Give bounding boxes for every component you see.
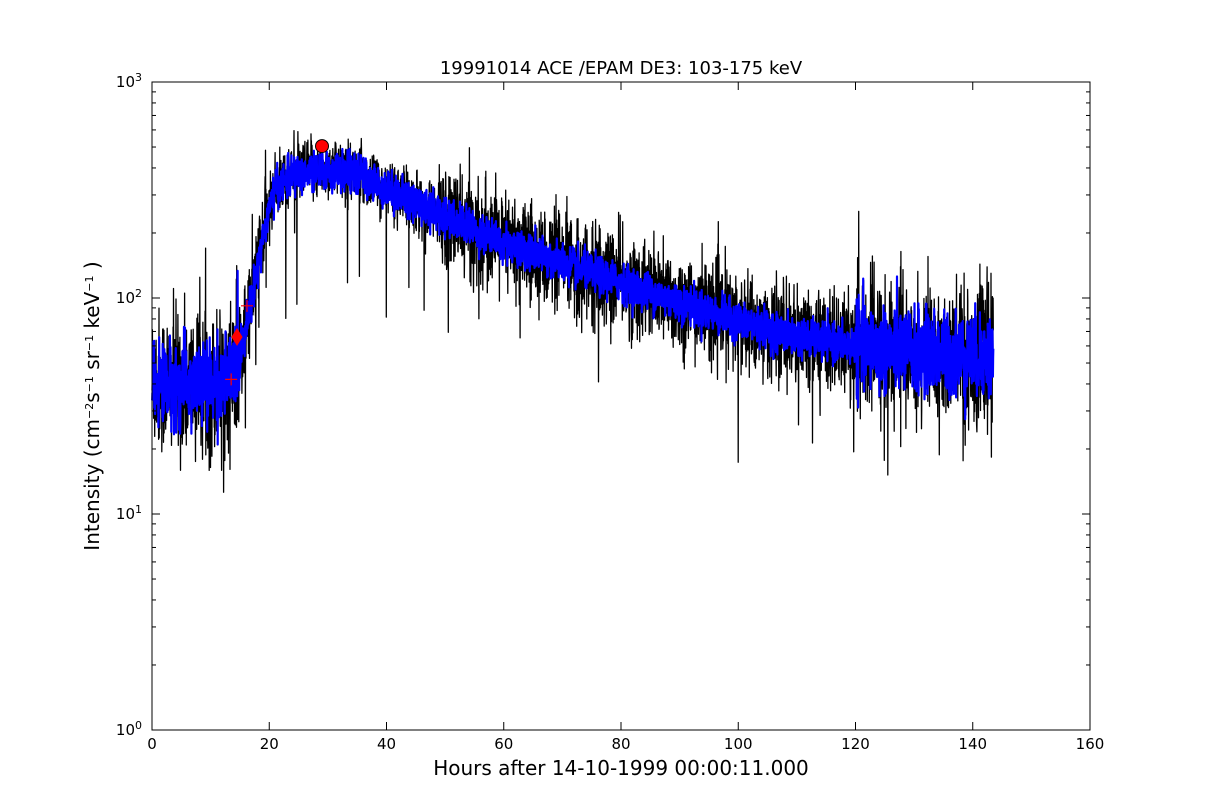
y-label-part-3: sr (80, 350, 104, 376)
y-tick-base-2: 10 (116, 289, 135, 307)
x-tick-label-4: 80 (611, 735, 630, 753)
y-label-part-1: Intensity (cm (80, 419, 104, 551)
y-tick-base-1: 10 (116, 505, 135, 523)
x-tick-label-0: 0 (147, 735, 157, 753)
y-tick-label-1: 101 (116, 503, 142, 524)
x-tick-label-1: 20 (260, 735, 279, 753)
y-label-exp-4: −1 (83, 275, 96, 291)
x-axis-label: Hours after 14-10-1999 00:00:11.000 (433, 756, 809, 780)
y-label-exp-3: −1 (83, 335, 96, 351)
x-tick-label-2: 40 (377, 735, 396, 753)
x-axis: 0 20 40 60 80 100 120 140 160 (147, 82, 1104, 753)
y-label-exp-2: −1 (83, 376, 96, 392)
plot-marker-layer (225, 139, 330, 386)
marker-plus-3 (240, 299, 253, 312)
y-label-part-5: ) (80, 261, 104, 275)
plot-data-layer (150, 130, 995, 493)
y-axis-label: Intensity (cm−2s−1 sr−1 keV−1 ) (80, 261, 104, 550)
y-tick-exp-0: 0 (135, 719, 142, 732)
y-tick-exp-3: 3 (135, 71, 142, 84)
y-tick-label-3: 103 (116, 71, 142, 92)
x-tick-label-7: 140 (958, 735, 987, 753)
x-tick-label-3: 60 (494, 735, 513, 753)
y-tick-exp-1: 1 (135, 503, 142, 516)
series-line-1 (150, 147, 995, 446)
x-tick-label-8: 160 (1076, 735, 1105, 753)
x-tick-label-6: 120 (841, 735, 870, 753)
y-label-exp-1: −2 (83, 403, 96, 419)
marker-circle-0 (315, 139, 330, 154)
y-tick-base-0: 10 (116, 721, 135, 739)
y-label-part-4: keV (80, 291, 104, 335)
chart-title: 19991014 ACE /EPAM DE3: 103-175 keV (440, 58, 803, 79)
y-tick-base-3: 10 (116, 73, 135, 91)
marker-diamond-1 (231, 328, 243, 346)
x-tick-label-5: 100 (724, 735, 753, 753)
marker-plus-2 (225, 373, 238, 386)
y-tick-label-2: 102 (116, 287, 142, 308)
y-tick-label-0: 100 (116, 719, 142, 740)
y-label-part-2: s (80, 392, 104, 402)
y-tick-exp-2: 2 (135, 287, 142, 300)
